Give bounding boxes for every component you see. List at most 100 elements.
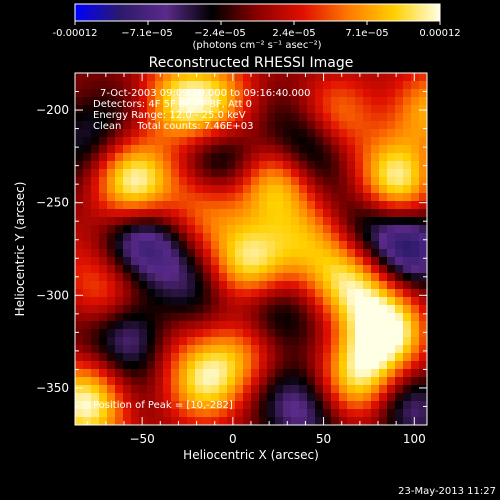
heatmap-cell (243, 137, 252, 146)
heatmap-cell (115, 417, 124, 425)
heatmap-cell (283, 185, 292, 194)
heatmap-cell (379, 241, 388, 250)
heatmap-cell (75, 233, 84, 242)
heatmap-cell (387, 249, 396, 258)
heatmap-cell (163, 137, 172, 146)
heatmap-cell (395, 233, 404, 242)
heatmap-cell (395, 161, 404, 170)
heatmap-cell (163, 233, 172, 242)
heatmap-cell (379, 185, 388, 194)
heatmap-cell (179, 233, 188, 242)
heatmap-cell (307, 81, 316, 90)
heatmap-cell (179, 241, 188, 250)
heatmap-cell (139, 121, 148, 130)
heatmap-cell (187, 385, 196, 394)
heatmap-cell (115, 153, 124, 162)
heatmap-cell (267, 401, 276, 410)
heatmap-cell (219, 257, 228, 266)
heatmap-cell (307, 73, 316, 82)
heatmap-cell (155, 353, 164, 362)
heatmap-cell (371, 361, 380, 370)
heatmap-cell (131, 249, 140, 258)
heatmap-cell (155, 193, 164, 202)
heatmap-cell (227, 361, 236, 370)
heatmap-cell (323, 305, 332, 314)
heatmap-cell (91, 201, 100, 210)
heatmap-cell (251, 89, 260, 98)
heatmap-cell (187, 73, 196, 82)
heatmap-cell (147, 137, 156, 146)
heatmap-cell (411, 313, 420, 322)
heatmap-cell (171, 417, 180, 425)
heatmap-cell (395, 337, 404, 346)
heatmap-cell (179, 137, 188, 146)
heatmap-cell (115, 249, 124, 258)
heatmap-cell (331, 337, 340, 346)
heatmap-cell (347, 345, 356, 354)
heatmap-cell (235, 361, 244, 370)
heatmap-cell (115, 265, 124, 274)
heatmap-cell (243, 89, 252, 98)
heatmap-cell (403, 369, 412, 378)
heatmap-cell (139, 417, 148, 425)
heatmap-cell (363, 249, 372, 258)
heatmap-cell (259, 81, 268, 90)
heatmap-cell (83, 409, 92, 418)
heatmap-cell (403, 177, 412, 186)
heatmap-cell (251, 73, 260, 82)
heatmap-cell (267, 177, 276, 186)
heatmap-cell (323, 121, 332, 130)
heatmap-cell (235, 217, 244, 226)
heatmap-cell (195, 193, 204, 202)
heatmap-cell (99, 289, 108, 298)
heatmap-cell (155, 217, 164, 226)
heatmap-cell (251, 321, 260, 330)
heatmap-cell (107, 129, 116, 138)
heatmap-cell (387, 185, 396, 194)
heatmap-cell (251, 305, 260, 314)
heatmap-cell (387, 281, 396, 290)
heatmap-cell (387, 209, 396, 218)
heatmap-cell (219, 145, 228, 154)
heatmap-cell (155, 273, 164, 282)
heatmap-cell (187, 249, 196, 258)
heatmap-cell (315, 161, 324, 170)
heatmap-cell (323, 417, 332, 425)
heatmap-cell (147, 73, 156, 82)
heatmap-cell (99, 121, 108, 130)
heatmap-cell (91, 329, 100, 338)
heatmap-cell (315, 345, 324, 354)
heatmap-cell (243, 177, 252, 186)
heatmap-cell (403, 257, 412, 266)
heatmap-cell (315, 169, 324, 178)
heatmap-cell (187, 129, 196, 138)
heatmap-cell (147, 81, 156, 90)
heatmap-cell (339, 249, 348, 258)
heatmap-cell (379, 121, 388, 130)
heatmap-cell (331, 137, 340, 146)
heatmap-cell (195, 73, 204, 82)
heatmap-cell (107, 401, 116, 410)
heatmap-cell (187, 217, 196, 226)
heatmap-cell (227, 89, 236, 98)
heatmap-cell (203, 409, 212, 418)
heatmap-cell (91, 337, 100, 346)
heatmap-cell (235, 161, 244, 170)
heatmap-cell (179, 225, 188, 234)
heatmap-cell (163, 313, 172, 322)
heatmap-cell (387, 273, 396, 282)
heatmap-cell (395, 297, 404, 306)
heatmap-cell (187, 177, 196, 186)
heatmap-cell (211, 225, 220, 234)
heatmap-cell (83, 249, 92, 258)
heatmap-cell (323, 361, 332, 370)
heatmap-cell (219, 193, 228, 202)
heatmap-cell (211, 121, 220, 130)
heatmap-cell (107, 89, 116, 98)
heatmap-cell (99, 305, 108, 314)
heatmap-cell (99, 313, 108, 322)
heatmap-cell (187, 193, 196, 202)
heatmap-cell (363, 153, 372, 162)
heatmap-cell (187, 257, 196, 266)
heatmap-cell (347, 313, 356, 322)
